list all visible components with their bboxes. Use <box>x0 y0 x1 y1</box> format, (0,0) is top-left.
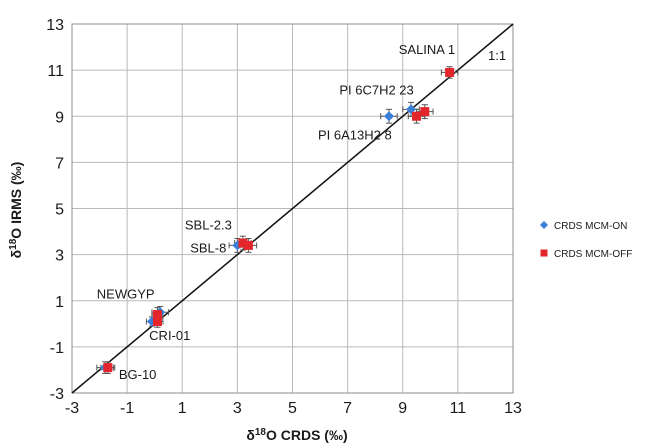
sample-label: BG-10 <box>119 367 157 382</box>
sample-label: PI 6A13H2 8 <box>318 127 392 142</box>
one-to-one-line-path <box>71 23 514 394</box>
plot-frame <box>71 23 514 394</box>
y-tick-label: 13 <box>46 17 64 34</box>
y-tick-label: 7 <box>55 155 64 172</box>
mcm-off-point <box>103 363 113 373</box>
x-axis-title-rest: O CRDS (‰) <box>266 427 348 443</box>
y-axis-title-rest: O IRMS (‰) <box>8 162 24 239</box>
mcm-off-point <box>445 67 455 77</box>
sample-labels: SALINA 1 PI 6C7H2 23 PI 6A13H2 8 SBL-2.3 SBL… <box>97 42 455 382</box>
sample-label: SALINA 1 <box>399 42 455 57</box>
x-tick-label: 1 <box>178 400 187 417</box>
x-tick-label: 5 <box>288 400 297 417</box>
mcm-off-point <box>412 111 422 121</box>
mcm-on-point <box>383 111 394 122</box>
mcm-off-point <box>152 310 162 320</box>
x-tick-label: 9 <box>398 400 407 417</box>
mcm-off-point <box>238 238 248 248</box>
y-tick-label: 3 <box>55 248 64 265</box>
mcm-off-point <box>243 240 253 250</box>
x-tick-labels: -3 -1 1 3 5 7 9 11 13 <box>65 400 522 417</box>
data-points <box>100 67 455 373</box>
y-axis-title-sup: 18 <box>8 238 19 250</box>
mcm-off-point <box>420 107 430 117</box>
y-tick-label: 5 <box>55 202 64 219</box>
y-tick-label: 1 <box>55 294 64 311</box>
x-tick-label: 7 <box>343 400 352 417</box>
y-tick-label: -1 <box>50 340 64 357</box>
legend-label: CRDS MCM-OFF <box>554 249 632 260</box>
legend-marker-mcm-off <box>540 249 548 257</box>
plot-border <box>71 23 514 394</box>
sample-label: SBL-8 <box>190 240 226 255</box>
sample-label: PI 6C7H2 23 <box>339 82 413 97</box>
y-tick-label: 9 <box>55 109 64 126</box>
y-tick-label: 11 <box>47 63 64 80</box>
x-axis-title-sup: 18 <box>255 427 267 438</box>
one-to-one-line <box>71 23 514 394</box>
legend-marker-mcm-on <box>540 221 548 229</box>
sample-label: CRI-01 <box>149 328 190 343</box>
x-tick-label: 11 <box>450 400 467 417</box>
one-to-one-label: 1:1 <box>488 48 506 63</box>
sample-label: NEWGYP <box>97 286 155 301</box>
x-axis-title: δ18O CRDS (‰) <box>246 427 347 443</box>
y-axis-title: δ18O IRMS (‰) <box>8 162 24 259</box>
legend-label: CRDS MCM-ON <box>554 221 627 232</box>
x-tick-label: 13 <box>504 400 522 417</box>
sample-label: SBL-2.3 <box>185 217 232 232</box>
x-tick-label: -3 <box>65 400 79 417</box>
x-tick-label: -1 <box>120 400 134 417</box>
mcm-off-point <box>152 317 162 327</box>
y-tick-label: -3 <box>50 386 64 403</box>
legend: CRDS MCM-ON CRDS MCM-OFF <box>540 221 632 260</box>
x-axis-title-delta: δ <box>246 427 255 443</box>
x-tick-label: 3 <box>233 400 242 417</box>
y-axis-title-delta: δ <box>8 250 24 259</box>
